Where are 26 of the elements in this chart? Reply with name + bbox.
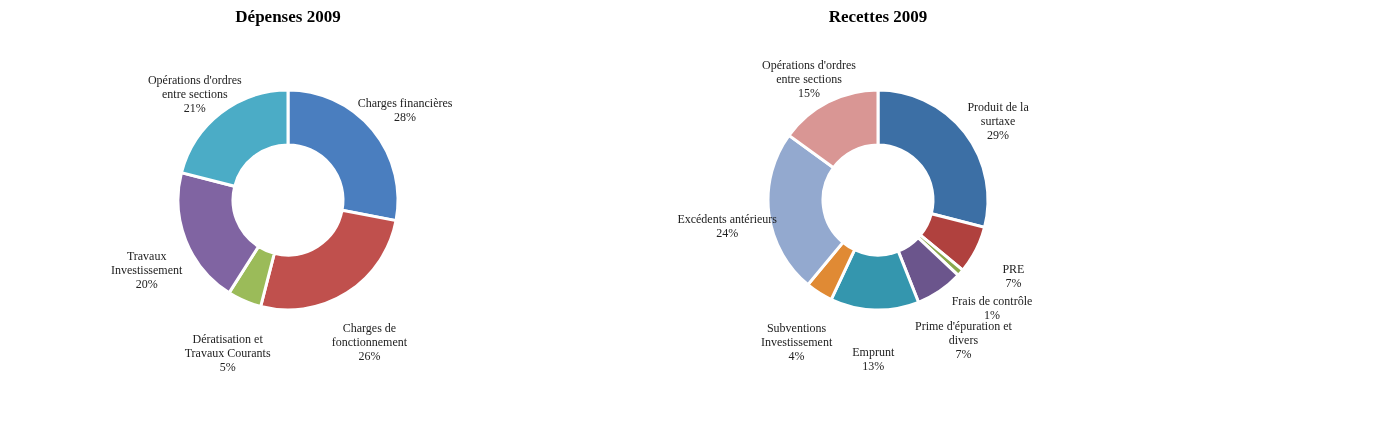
slice-label: Charges financières [357,96,453,111]
slice-label: Emprunt [852,344,895,359]
slice-label: Travaux Investissement [111,248,183,277]
data-label: 13% [862,358,885,373]
slice-label: Frais de contrôle [951,293,1033,308]
data-label: 4% [788,349,805,364]
data-label: 7% [955,346,972,361]
chart-title: Dépenses 2009 [235,7,341,26]
slice-label: Produit de la surtaxe [967,99,1030,128]
data-label: 5% [219,360,236,375]
data-label: 28% [394,110,417,125]
slice-label: Dératisation et Travaux Courants [184,332,271,361]
slice-label: Subventions Investissement [760,321,833,350]
data-label: 29% [987,127,1010,142]
data-label: 26% [358,349,381,364]
slice-label: PRE [1002,262,1025,277]
slice-label: Opérations d'ordres entre sections [762,57,857,86]
data-label: 15% [797,85,820,100]
chart-title: Recettes 2009 [828,7,928,26]
slice-label: Opérations d'ordres entre sections [147,72,243,101]
data-label: 24% [716,226,739,241]
data-label: 7% [1005,276,1022,291]
slice-label: Charges de fonctionnement [331,321,408,350]
data-label: 20% [135,276,158,291]
data-label: 21% [183,100,206,115]
slice-label: Excédents antérieurs [677,212,778,227]
